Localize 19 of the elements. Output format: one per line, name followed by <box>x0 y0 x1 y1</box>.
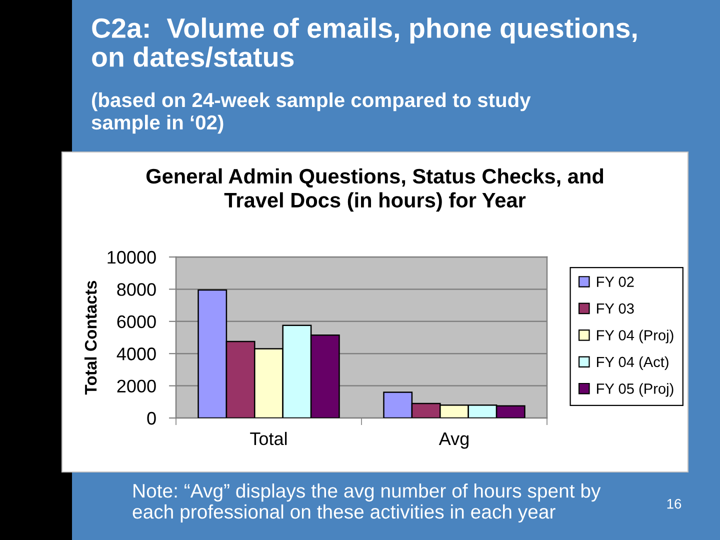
text: (based on 24-week sample compared to study sample in ‘02) <box>92 92 531 134</box>
y-tick-label: 2000 <box>117 380 156 393</box>
legend-label: FY 04 (Proj) <box>597 330 674 344</box>
y-axis-title: Total Contacts <box>84 280 97 395</box>
x-tick-label: Avg <box>438 432 468 449</box>
x-tick-label: Total <box>250 432 287 446</box>
legend-label: FY 05 (Proj) <box>597 383 674 397</box>
y-tick-label: 6000 <box>117 315 156 328</box>
chart-title: General Admin Questions, Status Checks, and Travel Docs (in hours) for Year <box>146 168 604 212</box>
legend-label: FY 03 <box>597 303 634 314</box>
legend-label: FY 02 <box>597 276 634 287</box>
text: C2a: Volume of emails, phone questions, on dates/status <box>92 18 637 68</box>
legend-label: FY 04 (Act) <box>597 356 668 370</box>
y-tick-label: 4000 <box>116 348 156 360</box>
y-tick-label: 8000 <box>117 283 156 296</box>
text: 16 <box>667 498 682 509</box>
y-tick-label: 10000 <box>108 250 156 264</box>
y-tick-label: 0 <box>147 412 156 425</box>
text: Note: “Avg” displays the avg number of hours spent by each professional on these activities in each year <box>132 483 601 523</box>
